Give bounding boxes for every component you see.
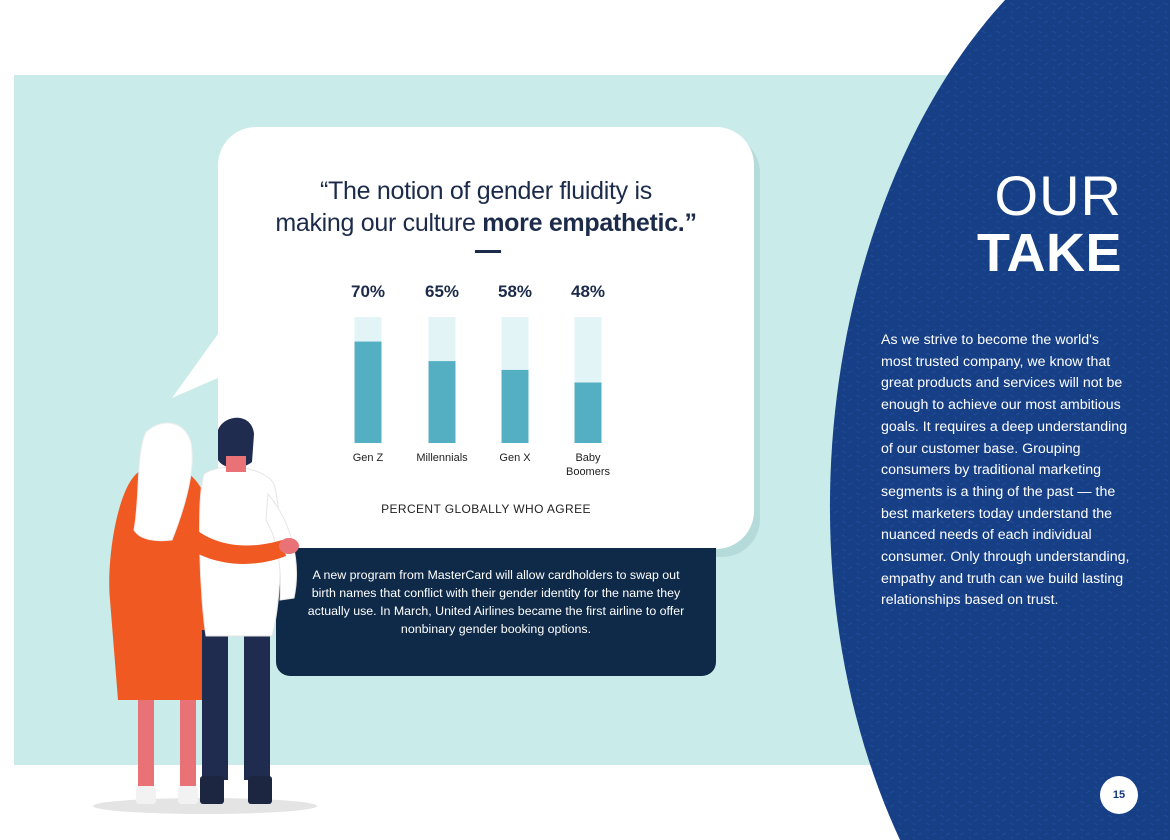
- category-label-3-1: Boomers: [566, 466, 611, 478]
- agreement-bar-chart: 70% Gen Z 65% Millennials 58% Gen X 48% Baby Boo…: [351, 282, 611, 478]
- quote: “The notion of gender fluidity is making…: [218, 175, 754, 239]
- info-box-text: A new program from MasterCard will allow…: [307, 568, 685, 636]
- our-take-title-line-1: OUR: [994, 164, 1122, 227]
- category-label-2-0: Gen X: [499, 452, 531, 464]
- our-take-body: As we strive to become the world's most …: [881, 332, 1130, 609]
- value-label-1: 65%: [425, 282, 459, 301]
- quote-line-2-regular: making our culture: [275, 209, 483, 237]
- value-label-3: 48%: [571, 282, 605, 301]
- our-take-title-line-2: TAKE: [977, 223, 1122, 283]
- page-number: 15: [1100, 776, 1138, 814]
- quote-line-2-bold: more empathetic.”: [482, 209, 697, 237]
- bar-3: [574, 382, 602, 443]
- category-label-0-0: Gen Z: [353, 452, 384, 464]
- chart-axis-label: PERCENT GLOBALLY WHO AGREE: [381, 502, 591, 516]
- bar-1: [428, 361, 456, 443]
- quote-line-1: “The notion of gender fluidity is: [320, 177, 652, 205]
- quote-line-2: making our culture more empathetic.”: [218, 207, 754, 239]
- bar-0: [354, 341, 382, 443]
- bar-2: [501, 369, 529, 443]
- quote-divider: [475, 250, 501, 253]
- category-label-1-0: Millennials: [416, 452, 468, 464]
- info-box: A new program from MasterCard will allow…: [276, 548, 716, 676]
- value-label-0: 70%: [351, 282, 385, 301]
- speech-bubble: “The notion of gender fluidity is making…: [218, 127, 754, 549]
- our-take-title: OUR TAKE: [930, 164, 1122, 283]
- category-label-3-0: Baby: [575, 452, 601, 464]
- value-label-2: 58%: [498, 282, 532, 301]
